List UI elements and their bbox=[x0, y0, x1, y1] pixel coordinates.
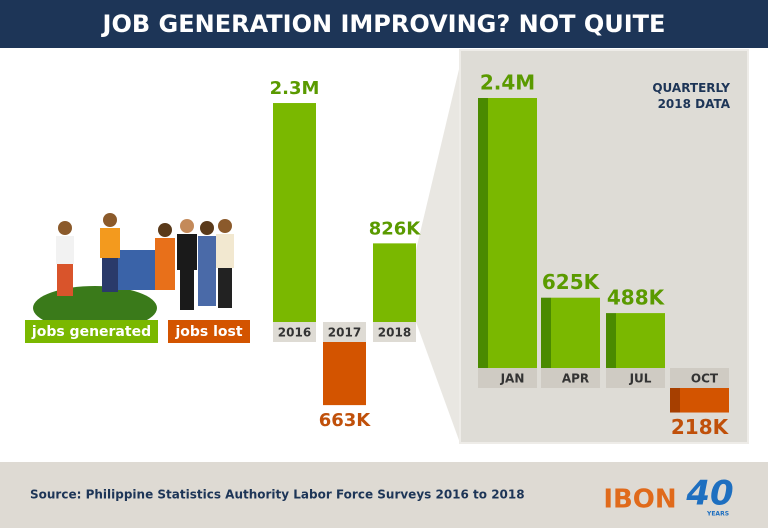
bar bbox=[373, 243, 416, 322]
category-strip bbox=[541, 368, 600, 388]
illustration bbox=[33, 213, 234, 330]
anniversary-years: YEARS bbox=[706, 511, 729, 518]
bar bbox=[680, 388, 729, 413]
x-tick-label: OCT bbox=[691, 372, 719, 386]
connector bbox=[416, 65, 460, 443]
source: Source: Philippine Statistics Authority … bbox=[30, 488, 525, 502]
bar-side bbox=[670, 388, 680, 413]
category-strip bbox=[273, 322, 316, 342]
legend-swatch bbox=[168, 320, 250, 343]
x-tick-label: 2016 bbox=[278, 326, 311, 340]
bar bbox=[273, 103, 316, 322]
legend-label: jobs generated bbox=[31, 324, 151, 340]
bar-side bbox=[478, 98, 488, 368]
data-label: 2.4M bbox=[480, 71, 535, 95]
logo: IBON bbox=[603, 485, 676, 515]
data-label: 663K bbox=[319, 410, 372, 431]
category-strip bbox=[323, 322, 366, 342]
bar-side bbox=[541, 297, 551, 368]
category-strip bbox=[373, 322, 416, 342]
footer-bar bbox=[0, 462, 768, 528]
legend-label: jobs lost bbox=[174, 324, 242, 340]
bar bbox=[323, 342, 366, 406]
category-strip bbox=[606, 368, 665, 388]
data-label: 218K bbox=[671, 415, 730, 439]
bar bbox=[551, 297, 600, 368]
x-tick-label: JUL bbox=[629, 372, 652, 386]
data-label: 488K bbox=[607, 286, 666, 310]
bar-side bbox=[606, 313, 616, 368]
data-label: 2.3M bbox=[270, 78, 320, 99]
x-tick-label: 2017 bbox=[328, 326, 361, 340]
panel-title: QUARTERLY 2018 DATA bbox=[652, 81, 730, 111]
x-tick-label: 2018 bbox=[378, 326, 411, 340]
category-strip bbox=[670, 368, 729, 388]
header-bar bbox=[0, 0, 768, 48]
x-tick-label: JAN bbox=[500, 372, 525, 386]
category-strip bbox=[478, 368, 537, 388]
data-label: 826K bbox=[369, 218, 422, 239]
legend-swatch bbox=[25, 320, 158, 343]
chart-title: JOB GENERATION IMPROVING? NOT QUITE bbox=[101, 10, 666, 38]
data-label: 625K bbox=[542, 270, 601, 294]
bar bbox=[488, 98, 537, 368]
bar bbox=[616, 313, 665, 368]
x-tick-label: APR bbox=[562, 372, 589, 386]
anniversary: 40 bbox=[685, 474, 733, 514]
